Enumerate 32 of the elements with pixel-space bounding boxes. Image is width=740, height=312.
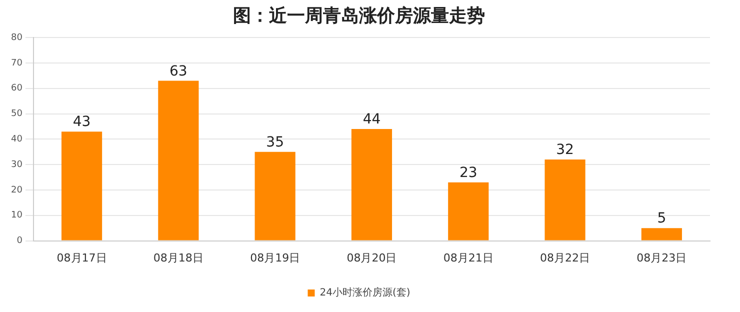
data-label: 32 bbox=[556, 142, 574, 158]
bar bbox=[544, 160, 586, 240]
chart-title: 图：近一周青岛涨价房源量走势 bbox=[233, 5, 485, 26]
bar bbox=[641, 228, 682, 240]
data-label: 43 bbox=[72, 114, 91, 130]
bar bbox=[254, 152, 296, 240]
x-tick-label: 08月18日 bbox=[153, 251, 204, 264]
data-label: 63 bbox=[170, 63, 188, 80]
y-tick-label: 50 bbox=[11, 109, 23, 120]
y-tick-label: 80 bbox=[11, 32, 23, 43]
data-label: 23 bbox=[459, 165, 478, 182]
y-tick-label: 30 bbox=[11, 160, 23, 170]
bar bbox=[61, 132, 102, 240]
x-tick-label: 08月20日 bbox=[346, 251, 397, 264]
x-tick-label: 08月21日 bbox=[443, 251, 494, 264]
data-label: 35 bbox=[266, 134, 284, 151]
y-tick-label: 20 bbox=[11, 185, 23, 196]
x-tick-label: 08月19日 bbox=[250, 251, 300, 264]
data-label: 5 bbox=[657, 210, 666, 227]
x-tick-label: 08月17日 bbox=[56, 251, 107, 264]
y-tick-label: 0 bbox=[16, 236, 23, 246]
y-tick-label: 40 bbox=[11, 134, 23, 145]
bar bbox=[448, 182, 489, 240]
bar bbox=[351, 129, 392, 240]
data-label: 44 bbox=[362, 112, 381, 128]
bar bbox=[158, 80, 199, 240]
x-tick-label: 08月23日 bbox=[636, 251, 687, 264]
y-tick-label: 70 bbox=[11, 58, 23, 68]
y-tick-label: 10 bbox=[11, 210, 23, 221]
x-tick-label: 08月22日 bbox=[540, 251, 590, 264]
legend-label: 24小时涨价房源(套) bbox=[320, 286, 410, 299]
y-tick-label: 60 bbox=[11, 84, 23, 94]
